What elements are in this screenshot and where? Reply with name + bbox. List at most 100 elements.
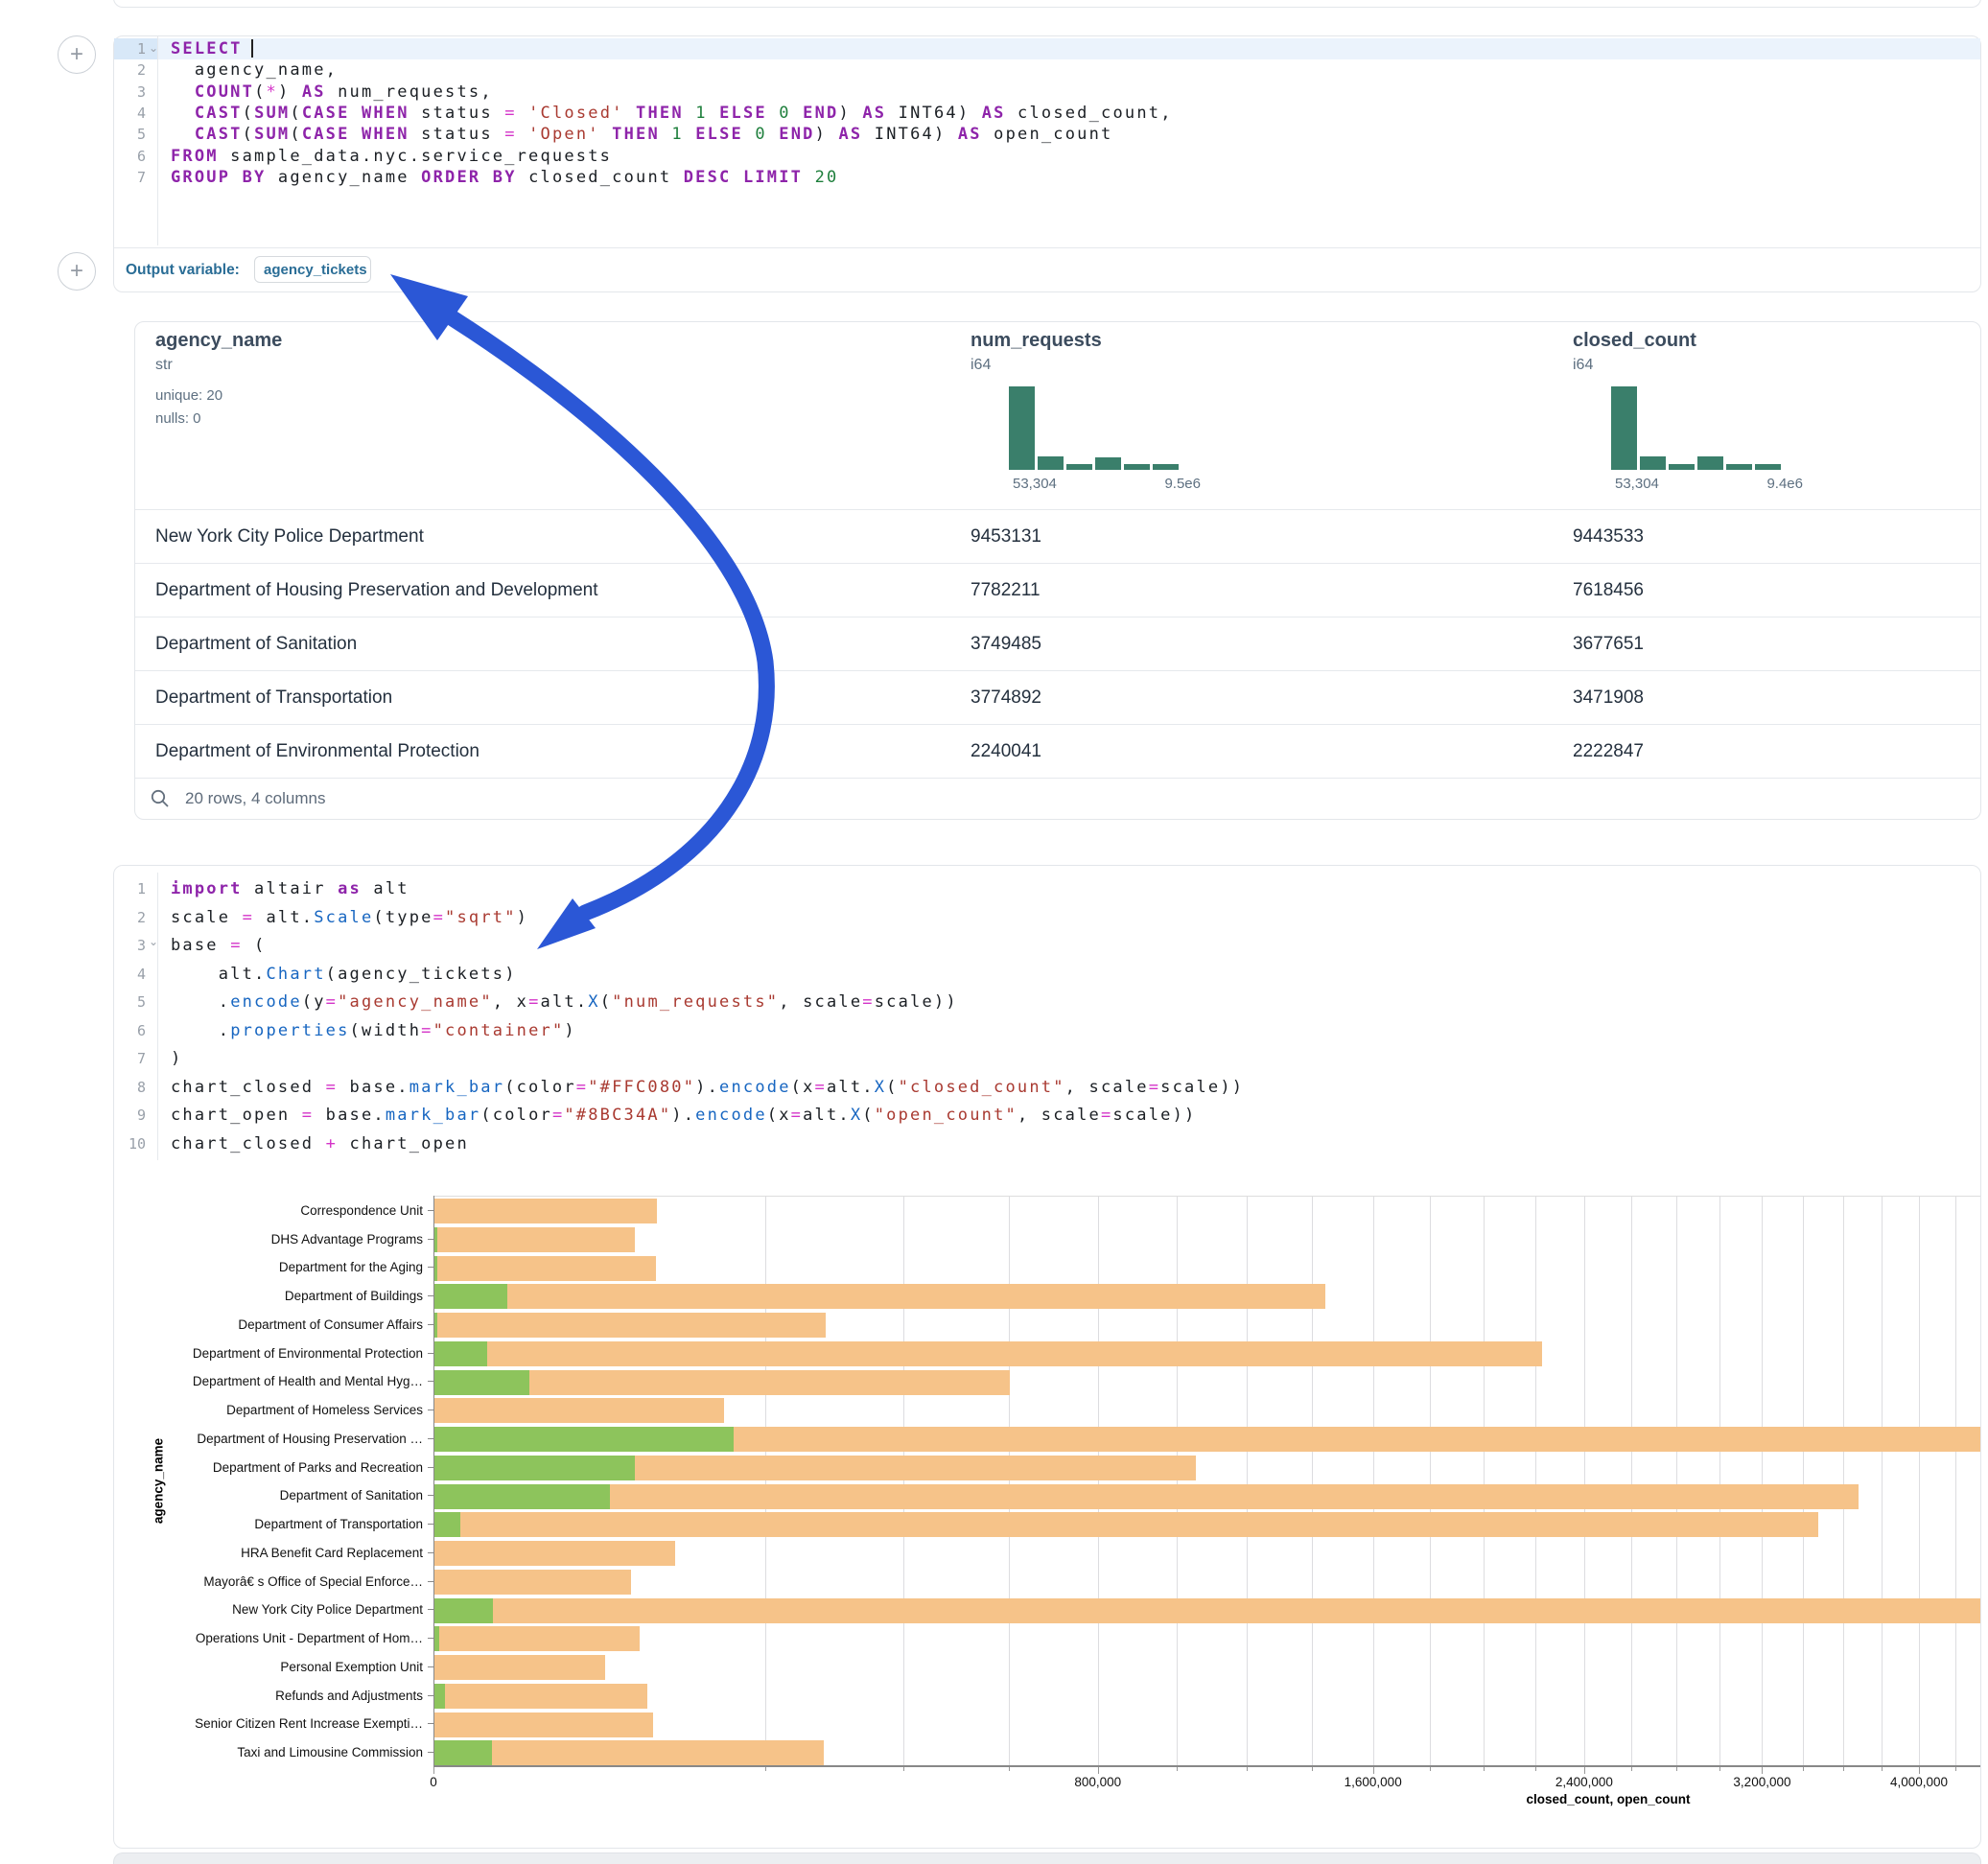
x-tick: [1535, 1767, 1536, 1771]
gridline: [765, 1197, 766, 1767]
gridline: [1373, 1197, 1374, 1767]
gridline: [1247, 1197, 1248, 1767]
column-name: num_requests: [971, 330, 1102, 352]
gridline: [1584, 1197, 1585, 1767]
y-axis-label: Refunds and Adjustments: [0, 1689, 423, 1703]
cell[interactable]: 3677651: [1573, 617, 1644, 671]
code-line[interactable]: .properties(width="container"): [171, 1017, 1244, 1046]
cell[interactable]: 7618456: [1573, 564, 1644, 617]
column-stat: nulls: 0: [155, 410, 201, 427]
cell[interactable]: 2222847: [1573, 725, 1644, 779]
bar-closed: [434, 1256, 656, 1281]
cell[interactable]: 2240041: [971, 725, 1041, 779]
histogram-bar: [1009, 386, 1035, 470]
code-line[interactable]: chart_open = base.mark_bar(color="#8BC34…: [171, 1102, 1244, 1130]
code-line[interactable]: agency_name,: [171, 59, 1173, 81]
x-tick: [903, 1767, 904, 1771]
output-variable-chip[interactable]: agency_tickets: [254, 256, 371, 283]
fold-chevron-icon[interactable]: ⌄: [149, 41, 158, 55]
code-line[interactable]: import altair as alt: [171, 875, 1244, 904]
bar-open: [434, 1684, 445, 1709]
x-tick: [1312, 1767, 1313, 1771]
cell[interactable]: 3749485: [971, 617, 1041, 671]
gridline: [1484, 1197, 1485, 1767]
line-number: 2: [113, 59, 146, 81]
gridline: [1430, 1197, 1431, 1767]
add-cell-button[interactable]: +: [58, 35, 96, 74]
code-line[interactable]: SELECT: [171, 38, 1173, 59]
code-line[interactable]: .encode(y="agency_name", x=alt.X("num_re…: [171, 989, 1244, 1017]
line-number: 7: [113, 167, 146, 188]
x-tick: [1177, 1767, 1178, 1771]
cell[interactable]: New York City Police Department: [155, 510, 424, 564]
bar-closed: [434, 1512, 1818, 1537]
gridline: [1676, 1197, 1677, 1767]
x-tick: [1882, 1767, 1883, 1771]
line-number: 1: [113, 38, 146, 59]
gutter-divider: [157, 873, 158, 1160]
gridline: [1312, 1197, 1313, 1767]
bar-closed: [434, 1541, 675, 1566]
search-icon[interactable]: [151, 789, 170, 813]
bar-closed: [434, 1199, 657, 1223]
column-histogram: [1009, 385, 1179, 470]
column-type: str: [155, 357, 173, 374]
bar-closed: [434, 1227, 635, 1252]
cell[interactable]: 3774892: [971, 671, 1041, 725]
x-tick: [1247, 1767, 1248, 1771]
code-line[interactable]: FROM sample_data.nyc.service_requests: [171, 146, 1173, 167]
table-footer-text: 20 rows, 4 columns: [185, 779, 325, 819]
column-type: i64: [971, 357, 991, 374]
histogram-bar: [1755, 464, 1781, 470]
cell[interactable]: Department of Transportation: [155, 671, 392, 725]
cell[interactable]: 3471908: [1573, 671, 1644, 725]
y-axis-label: Department for the Aging: [0, 1260, 423, 1274]
cell[interactable]: 9453131: [971, 510, 1041, 564]
code-line[interactable]: chart_closed = base.mark_bar(color="#FFC…: [171, 1074, 1244, 1103]
y-axis-label: Department of Housing Preservation …: [0, 1432, 423, 1446]
bar-open: [434, 1484, 610, 1509]
python-gutter: 123⌄45678910: [113, 875, 146, 1158]
gridline: [1009, 1197, 1010, 1767]
y-axis-label: Department of Health and Mental Hyg…: [0, 1374, 423, 1388]
bar-open: [434, 1284, 507, 1309]
code-line[interactable]: chart_closed + chart_open: [171, 1130, 1244, 1159]
bar-open: [434, 1227, 437, 1252]
code-line[interactable]: ): [171, 1045, 1244, 1074]
table-footer: 20 rows, 4 columns: [135, 779, 1980, 819]
y-axis-label: Taxi and Limousine Commission: [0, 1745, 423, 1759]
code-line[interactable]: COUNT(*) AS num_requests,: [171, 82, 1173, 103]
code-line[interactable]: alt.Chart(agency_tickets): [171, 961, 1244, 990]
bar-closed: [434, 1626, 640, 1651]
code-line[interactable]: base = (: [171, 932, 1244, 961]
code-line[interactable]: CAST(SUM(CASE WHEN status = 'Open' THEN …: [171, 124, 1173, 145]
fold-chevron-icon[interactable]: ⌄: [149, 935, 158, 948]
sql-editor[interactable]: SELECT agency_name, COUNT(*) AS num_requ…: [171, 38, 1173, 188]
cell[interactable]: 7782211: [971, 564, 1041, 617]
gridline: [1882, 1197, 1883, 1767]
y-axis-label: Department of Consumer Affairs: [0, 1317, 423, 1332]
cell[interactable]: Department of Sanitation: [155, 617, 357, 671]
y-axis-label: New York City Police Department: [0, 1602, 423, 1617]
code-line[interactable]: CAST(SUM(CASE WHEN status = 'Closed' THE…: [171, 103, 1173, 124]
histogram-max-label: 9.5e6: [1009, 476, 1201, 492]
code-line[interactable]: GROUP BY agency_name ORDER BY closed_cou…: [171, 167, 1173, 188]
x-axis-line: [433, 1765, 1980, 1767]
row-divider: [135, 670, 1980, 671]
add-cell-button[interactable]: +: [58, 252, 96, 291]
x-axis-label: 800,000: [1031, 1775, 1165, 1789]
y-axis-label: HRA Benefit Card Replacement: [0, 1546, 423, 1560]
y-axis-label: Correspondence Unit: [0, 1203, 423, 1218]
line-number: 4: [113, 961, 146, 990]
column-type: i64: [1573, 357, 1593, 374]
bar-open: [434, 1313, 437, 1338]
gridline: [1843, 1197, 1844, 1767]
cell[interactable]: Department of Environmental Protection: [155, 725, 479, 779]
histogram-bar: [1697, 456, 1723, 470]
python-editor[interactable]: import altair as altscale = alt.Scale(ty…: [171, 875, 1244, 1158]
bar-closed: [434, 1740, 824, 1765]
code-line[interactable]: scale = alt.Scale(type="sqrt"): [171, 904, 1244, 933]
histogram-bar: [1124, 464, 1150, 470]
cell[interactable]: Department of Housing Preservation and D…: [155, 564, 598, 617]
cell[interactable]: 9443533: [1573, 510, 1644, 564]
